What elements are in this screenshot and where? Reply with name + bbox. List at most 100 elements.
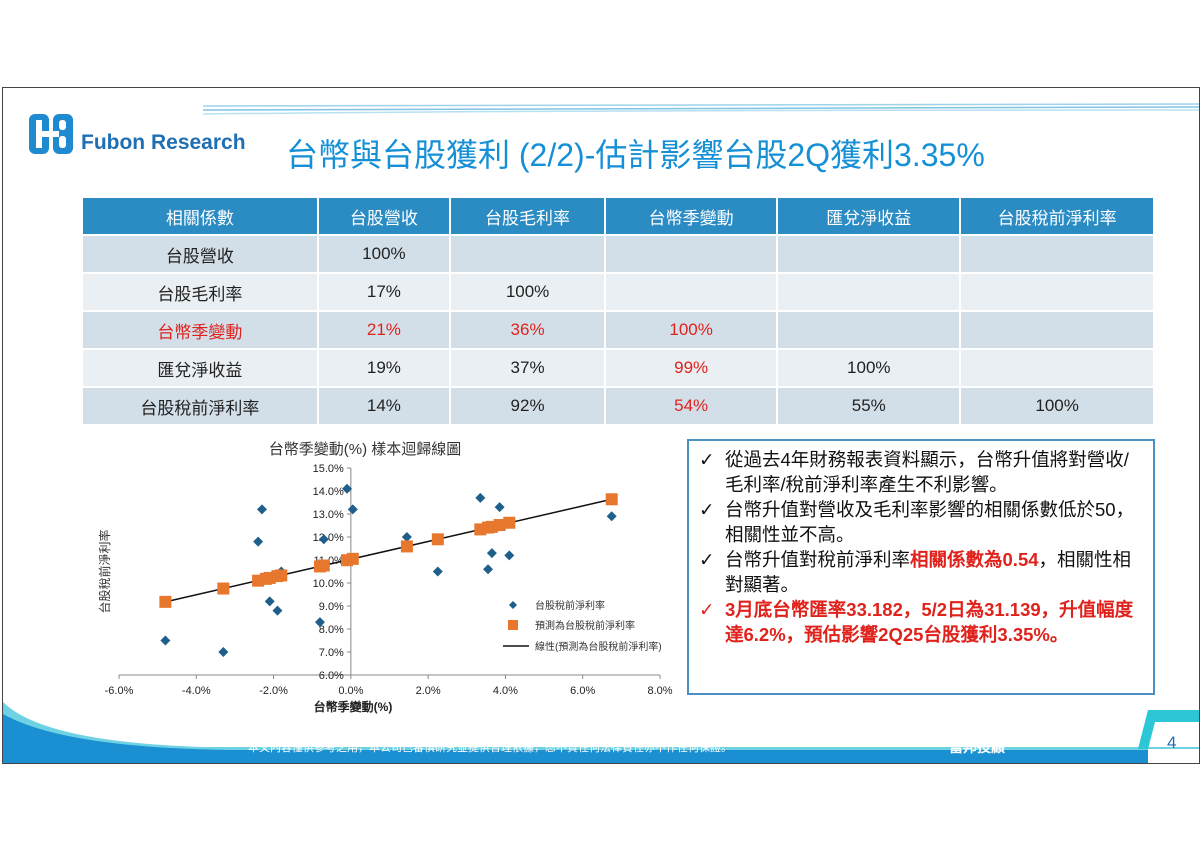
table-cell bbox=[450, 234, 606, 273]
table-cell bbox=[777, 272, 962, 311]
data-point-actual bbox=[314, 617, 325, 628]
footer-company: 富邦投顧 bbox=[949, 739, 1005, 755]
x-axis-label: 台幣季變動(%) bbox=[314, 699, 393, 714]
table-cell: 21% bbox=[317, 310, 452, 349]
table-cell bbox=[960, 348, 1155, 387]
y-tick-label: 8.0% bbox=[319, 624, 344, 636]
check-icon: ✓ bbox=[699, 499, 715, 520]
data-point-predicted bbox=[217, 582, 230, 595]
data-point-actual bbox=[272, 605, 283, 616]
table-cell bbox=[604, 234, 779, 273]
table-cell bbox=[777, 234, 962, 273]
table-cell: 台股營收 bbox=[83, 234, 319, 273]
table-cell: 匯兌淨收益 bbox=[83, 348, 319, 387]
table-cell: 37% bbox=[450, 348, 606, 387]
table-cell: 99% bbox=[604, 348, 779, 387]
data-point-actual bbox=[606, 511, 617, 522]
x-tick-label: 8.0% bbox=[647, 685, 672, 697]
table-cell: 台幣季變動 bbox=[83, 310, 319, 349]
table-header-2: 台股毛利率 bbox=[450, 198, 606, 235]
check-icon: ✓ bbox=[699, 449, 715, 470]
table-cell: 17% bbox=[317, 272, 452, 311]
y-tick-label: 15.0% bbox=[313, 463, 344, 475]
table-cell: 100% bbox=[450, 272, 606, 311]
page-title: 台幣與台股獲利 (2/2)-估計影響台股2Q獲利3.35% bbox=[286, 137, 985, 173]
legend-label-predicted: 預測為台股稅前淨利率 bbox=[535, 619, 635, 632]
table-cell: 14% bbox=[317, 386, 452, 424]
note-text: 3月底台幣匯率33.182，5/2日為31.139，升值幅度達6.2%，預估影響… bbox=[725, 599, 1134, 645]
data-point-actual bbox=[218, 647, 229, 657]
y-axis-label: 台股稅前淨利率 bbox=[97, 529, 112, 613]
data-point-actual bbox=[432, 566, 443, 577]
legend-marker-predicted bbox=[508, 620, 518, 630]
data-point-predicted bbox=[503, 516, 516, 529]
note-item: ✓ 台幣升值對營收及毛利率影響的相關係數低於50，相關性並不高。 bbox=[699, 497, 1145, 547]
y-tick-label: 12.0% bbox=[313, 532, 344, 544]
table-header-0: 相關係數 bbox=[83, 198, 319, 235]
table-row: 匯兌淨收益 19% 37% 99% 100% bbox=[83, 348, 1155, 387]
header-decoration bbox=[202, 103, 1199, 115]
table-row: 台幣季變動 21% 36% 100% bbox=[83, 310, 1155, 349]
x-tick-label: 4.0% bbox=[493, 685, 518, 697]
y-tick-label: 9.0% bbox=[319, 601, 344, 613]
table-row: 台股營收 100% bbox=[83, 234, 1155, 273]
data-point-actual bbox=[483, 564, 494, 575]
table-cell: 92% bbox=[450, 386, 606, 424]
note-item: ✓ 台幣升值對稅前淨利率相關係數為0.54，相關性相對顯著。 bbox=[699, 547, 1145, 597]
data-point-predicted bbox=[400, 540, 413, 553]
data-point-predicted bbox=[159, 595, 172, 608]
note-text: 台幣升值對稅前淨利率相關係數為0.54，相關性相對顯著。 bbox=[725, 549, 1132, 595]
note-item: ✓ 從過去4年財務報表資料顯示，台幣升值將對營收/毛利率/稅前淨利率產生不利影響。 bbox=[699, 447, 1145, 497]
check-icon: ✓ bbox=[699, 599, 715, 620]
data-point-actual bbox=[160, 635, 171, 646]
x-tick-label: 6.0% bbox=[570, 685, 595, 697]
data-point-actual bbox=[486, 548, 497, 559]
data-point-predicted bbox=[317, 559, 330, 572]
y-tick-label: 6.0% bbox=[319, 670, 344, 682]
note-item: ✓ 3月底台幣匯率33.182，5/2日為31.139，升值幅度達6.2%，預估影… bbox=[699, 597, 1145, 647]
data-point-actual bbox=[253, 536, 264, 547]
table-cell: 台股毛利率 bbox=[83, 272, 319, 311]
table-cell bbox=[960, 310, 1155, 349]
table-header-row: 相關係數 台股營收 台股毛利率 台幣季變動 匯兌淨收益 台股稅前淨利率 bbox=[83, 198, 1155, 235]
table-header-4: 匯兌淨收益 bbox=[777, 198, 962, 235]
table-cell bbox=[960, 272, 1155, 311]
data-point-predicted bbox=[431, 533, 444, 546]
note-text: 從過去4年財務報表資料顯示，台幣升值將對營收/毛利率/稅前淨利率產生不利影響。 bbox=[725, 449, 1129, 495]
note-highlight: 相關係數為0.54 bbox=[910, 549, 1039, 570]
fubon-logo-icon bbox=[29, 114, 73, 154]
table-row: 台股毛利率 17% 100% bbox=[83, 272, 1155, 311]
data-point-predicted bbox=[346, 552, 359, 565]
y-tick-label: 14.0% bbox=[313, 486, 344, 498]
y-tick-label: 13.0% bbox=[313, 509, 344, 521]
x-tick-label: -4.0% bbox=[182, 685, 211, 697]
table-cell: 54% bbox=[604, 386, 779, 424]
table-cell: 100% bbox=[960, 386, 1155, 424]
note-text: 台幣升值對營收及毛利率影響的相關係數低於50，相關性並不高。 bbox=[725, 499, 1135, 545]
data-point-predicted bbox=[275, 569, 288, 582]
table-row: 台股稅前淨利率 14% 92% 54% 55% 100% bbox=[83, 386, 1155, 424]
table-cell: 19% bbox=[317, 348, 452, 387]
table-header-3: 台幣季變動 bbox=[604, 198, 779, 235]
data-point-actual bbox=[475, 492, 486, 503]
data-point-predicted bbox=[493, 519, 506, 532]
legend-label-trend: 線性(預測為台股稅前淨利率) bbox=[535, 640, 662, 653]
x-tick-label: -2.0% bbox=[259, 685, 288, 697]
data-point-actual bbox=[318, 534, 329, 545]
table-cell: 台股稅前淨利率 bbox=[83, 386, 319, 424]
table-cell bbox=[777, 310, 962, 349]
table-header-1: 台股營收 bbox=[317, 198, 452, 235]
table-cell: 100% bbox=[777, 348, 962, 387]
table-cell bbox=[960, 234, 1155, 273]
correlation-table: 相關係數 台股營收 台股毛利率 台幣季變動 匯兌淨收益 台股稅前淨利率 台股營收 100% 台… bbox=[83, 198, 1155, 424]
data-point-actual bbox=[256, 504, 267, 515]
x-tick-label: 2.0% bbox=[416, 685, 441, 697]
table-cell: 36% bbox=[450, 310, 606, 349]
legend-label-actual: 台股稅前淨利率 bbox=[535, 599, 605, 612]
data-point-actual bbox=[347, 504, 358, 515]
y-tick-label: 7.0% bbox=[319, 647, 344, 659]
table-header-5: 台股稅前淨利率 bbox=[960, 198, 1155, 235]
legend-marker-actual bbox=[509, 601, 517, 609]
x-tick-label: -6.0% bbox=[105, 685, 134, 697]
footer-disclaimer: 本文內容僅供參考之用，本公司已審慎研究並提供合理依據，恕不負任何法律責任亦不作任… bbox=[248, 742, 732, 754]
